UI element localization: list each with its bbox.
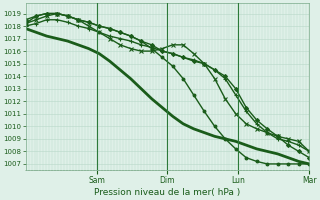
X-axis label: Pression niveau de la mer( hPa ): Pression niveau de la mer( hPa ) bbox=[94, 188, 241, 197]
